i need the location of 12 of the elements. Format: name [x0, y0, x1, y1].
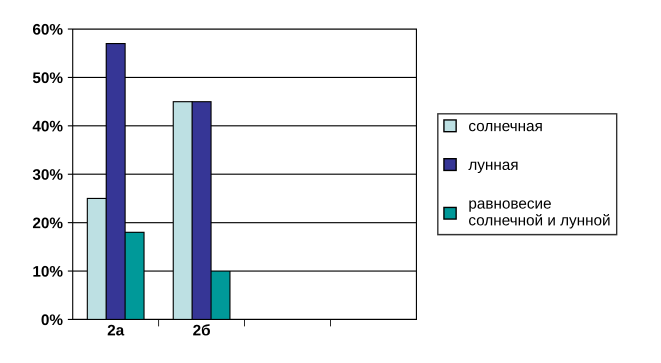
- y-tick-label: 50%: [32, 72, 63, 84]
- y-tick-label: 20%: [32, 218, 63, 228]
- legend-label: равновесие солнечной и лунной: [469, 200, 610, 229]
- y-tick-label: 60%: [32, 24, 63, 35]
- y-tick-label: 0%: [42, 314, 63, 326]
- legend-label: солнечная: [469, 122, 542, 132]
- x-tick-label: 2б: [193, 324, 210, 336]
- y-tick-label: 40%: [32, 120, 63, 132]
- y-tick-label: 30%: [32, 169, 63, 180]
- y-tick-label: 10%: [33, 266, 63, 277]
- legend-label: лунная: [468, 162, 518, 174]
- x-tick-label: 2а: [108, 324, 124, 336]
